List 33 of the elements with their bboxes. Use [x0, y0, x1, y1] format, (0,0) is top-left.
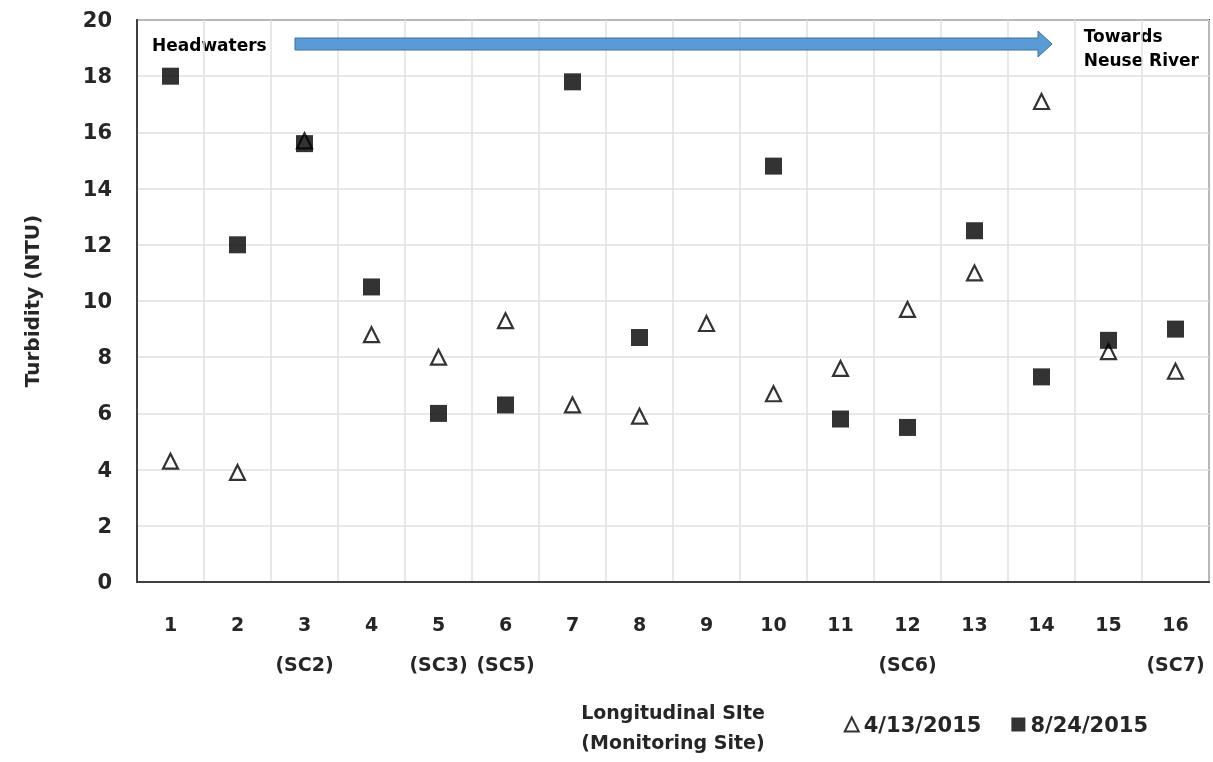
y-tick-label: 12 [82, 232, 112, 257]
x-tick-label: 9 [699, 613, 714, 635]
y-axis-title: Turbidity (NTU) [20, 214, 44, 388]
x-tick-label: 4 [364, 613, 379, 635]
x-tick-label: 8 [632, 613, 647, 635]
annotation: Towards Neuse River [1083, 26, 1200, 70]
x-tick-label: 6 (SC5) [476, 613, 535, 675]
x-tick-label: 11 [827, 613, 854, 635]
y-tick-label: 2 [97, 513, 112, 538]
x-tick-label: 2 [230, 613, 245, 635]
y-tick-label: 0 [97, 570, 112, 594]
x-tick-label: 12 (SC6) [878, 613, 937, 675]
x-tick-label: 10 [760, 613, 787, 635]
y-tick-label: 16 [82, 120, 112, 145]
y-tick-label: 18 [82, 64, 112, 89]
x-tick-label: 5 (SC3) [409, 613, 468, 675]
legend-label: 4/13/2015 [863, 712, 982, 737]
x-tick-label: 7 [565, 613, 580, 635]
y-tick-label: 20 [82, 8, 112, 32]
x-tick-label: 1 [163, 613, 178, 635]
y-tick-label: 8 [97, 345, 112, 370]
x-axis-title: Longitudinal SIte (Monitoring Site) [581, 701, 765, 753]
y-tick-label: 6 [97, 401, 112, 426]
y-tick-label: 14 [82, 176, 112, 201]
x-tick-label: 13 [961, 613, 988, 635]
x-tick-label: 14 [1028, 613, 1055, 635]
y-tick-label: 10 [82, 289, 112, 313]
x-tick-label: 16 (SC7) [1146, 613, 1205, 675]
annotation: Headwaters [152, 34, 267, 55]
legend-label: 8/24/2015 [1030, 712, 1148, 737]
x-tick-label: 3 (SC2) [275, 613, 334, 675]
y-tick-label: 4 [97, 457, 112, 482]
x-tick-label: 15 [1095, 613, 1122, 635]
